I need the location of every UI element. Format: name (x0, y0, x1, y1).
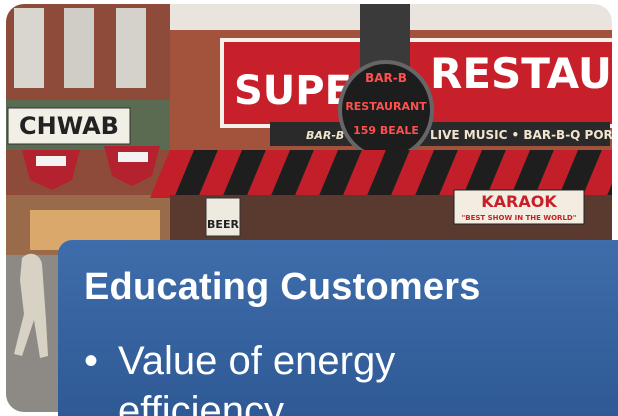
bullet-dot: • (84, 336, 98, 386)
callout-title: Educating Customers (84, 266, 481, 309)
sign-text: RESTAUR (430, 49, 618, 98)
sign-text: BAR-B (306, 129, 344, 142)
window (64, 8, 94, 88)
bullet-text: Value of energy efficiency (118, 339, 395, 416)
bullet-item: • Value of energy efficiency (84, 336, 484, 416)
page: Slide {"photo": {"signs": ["CHWAB", "SUP… (0, 0, 618, 416)
bunting-stripe (36, 156, 66, 166)
sign-text: KARAOK (481, 192, 557, 211)
bunting-stripe (118, 152, 148, 162)
sign-text: BEER (207, 218, 239, 231)
callout-box: Educating Customers • Value of energy eff… (58, 240, 618, 416)
sign-text: "BEST SHOW IN THE WORLD" (462, 214, 577, 222)
sign-text: BAR-B (365, 71, 407, 85)
window (116, 8, 146, 88)
neon-post (360, 0, 410, 70)
sign-text: RESTAURANT (345, 100, 427, 113)
slide: CHWAB SUPER RESTAUR BAR-B LIVE MUSIC • B… (0, 0, 618, 416)
sign-text: LIVE MUSIC • BAR-B-Q PORK (430, 128, 618, 142)
sign-text: 159 BEALE (353, 124, 419, 137)
window (14, 8, 44, 88)
bullet-list: • Value of energy efficiency (84, 336, 484, 416)
sign-text: CHWAB (19, 112, 119, 140)
